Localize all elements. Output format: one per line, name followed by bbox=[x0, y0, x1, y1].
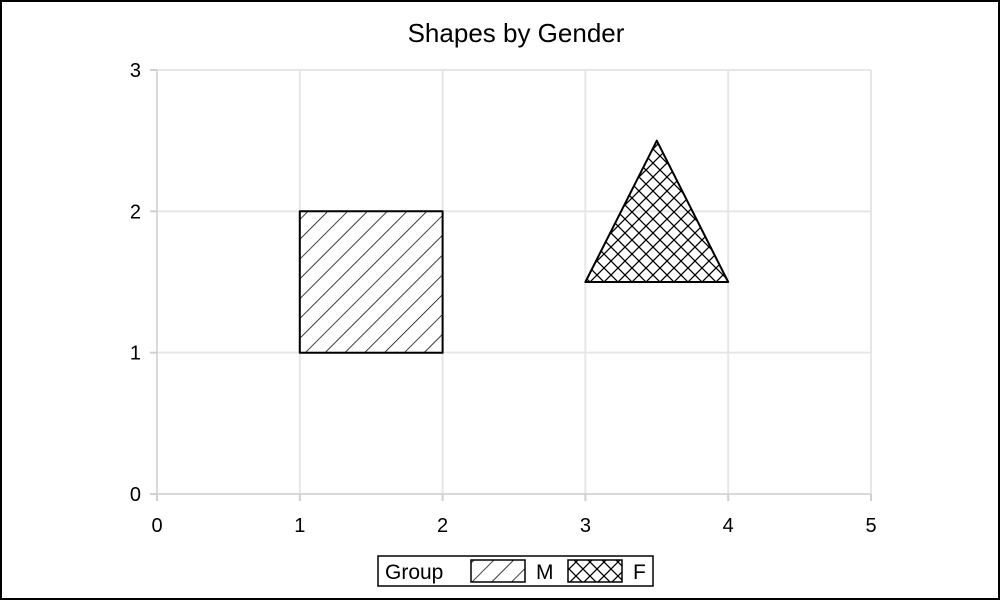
legend-swatch-f bbox=[567, 559, 623, 583]
x-tick-label: 4 bbox=[723, 515, 734, 537]
legend-swatch-m bbox=[470, 559, 526, 583]
y-tick-label: 2 bbox=[130, 201, 141, 223]
data-shapes bbox=[298, 139, 730, 354]
shape-m-square bbox=[298, 210, 444, 354]
x-tick-label: 5 bbox=[865, 515, 876, 537]
y-tick-label: 3 bbox=[130, 60, 141, 82]
legend: Group M F bbox=[377, 555, 654, 587]
grid bbox=[157, 69, 872, 494]
x-tick-label: 0 bbox=[151, 515, 162, 537]
y-tick-label: 1 bbox=[130, 343, 141, 365]
chart-title: Shapes by Gender bbox=[408, 18, 625, 48]
y-tick-label: 0 bbox=[130, 484, 141, 506]
x-tick-label: 1 bbox=[294, 515, 305, 537]
shape-f-triangle bbox=[584, 139, 730, 283]
x-tick-label: 3 bbox=[580, 515, 591, 537]
axes: 0 1 2 3 4 5 0 1 2 3 bbox=[130, 60, 877, 537]
x-tick-label: 2 bbox=[437, 515, 448, 537]
legend-label-f: F bbox=[633, 561, 646, 584]
legend-label-m: M bbox=[536, 561, 554, 584]
legend-title: Group bbox=[385, 561, 443, 584]
